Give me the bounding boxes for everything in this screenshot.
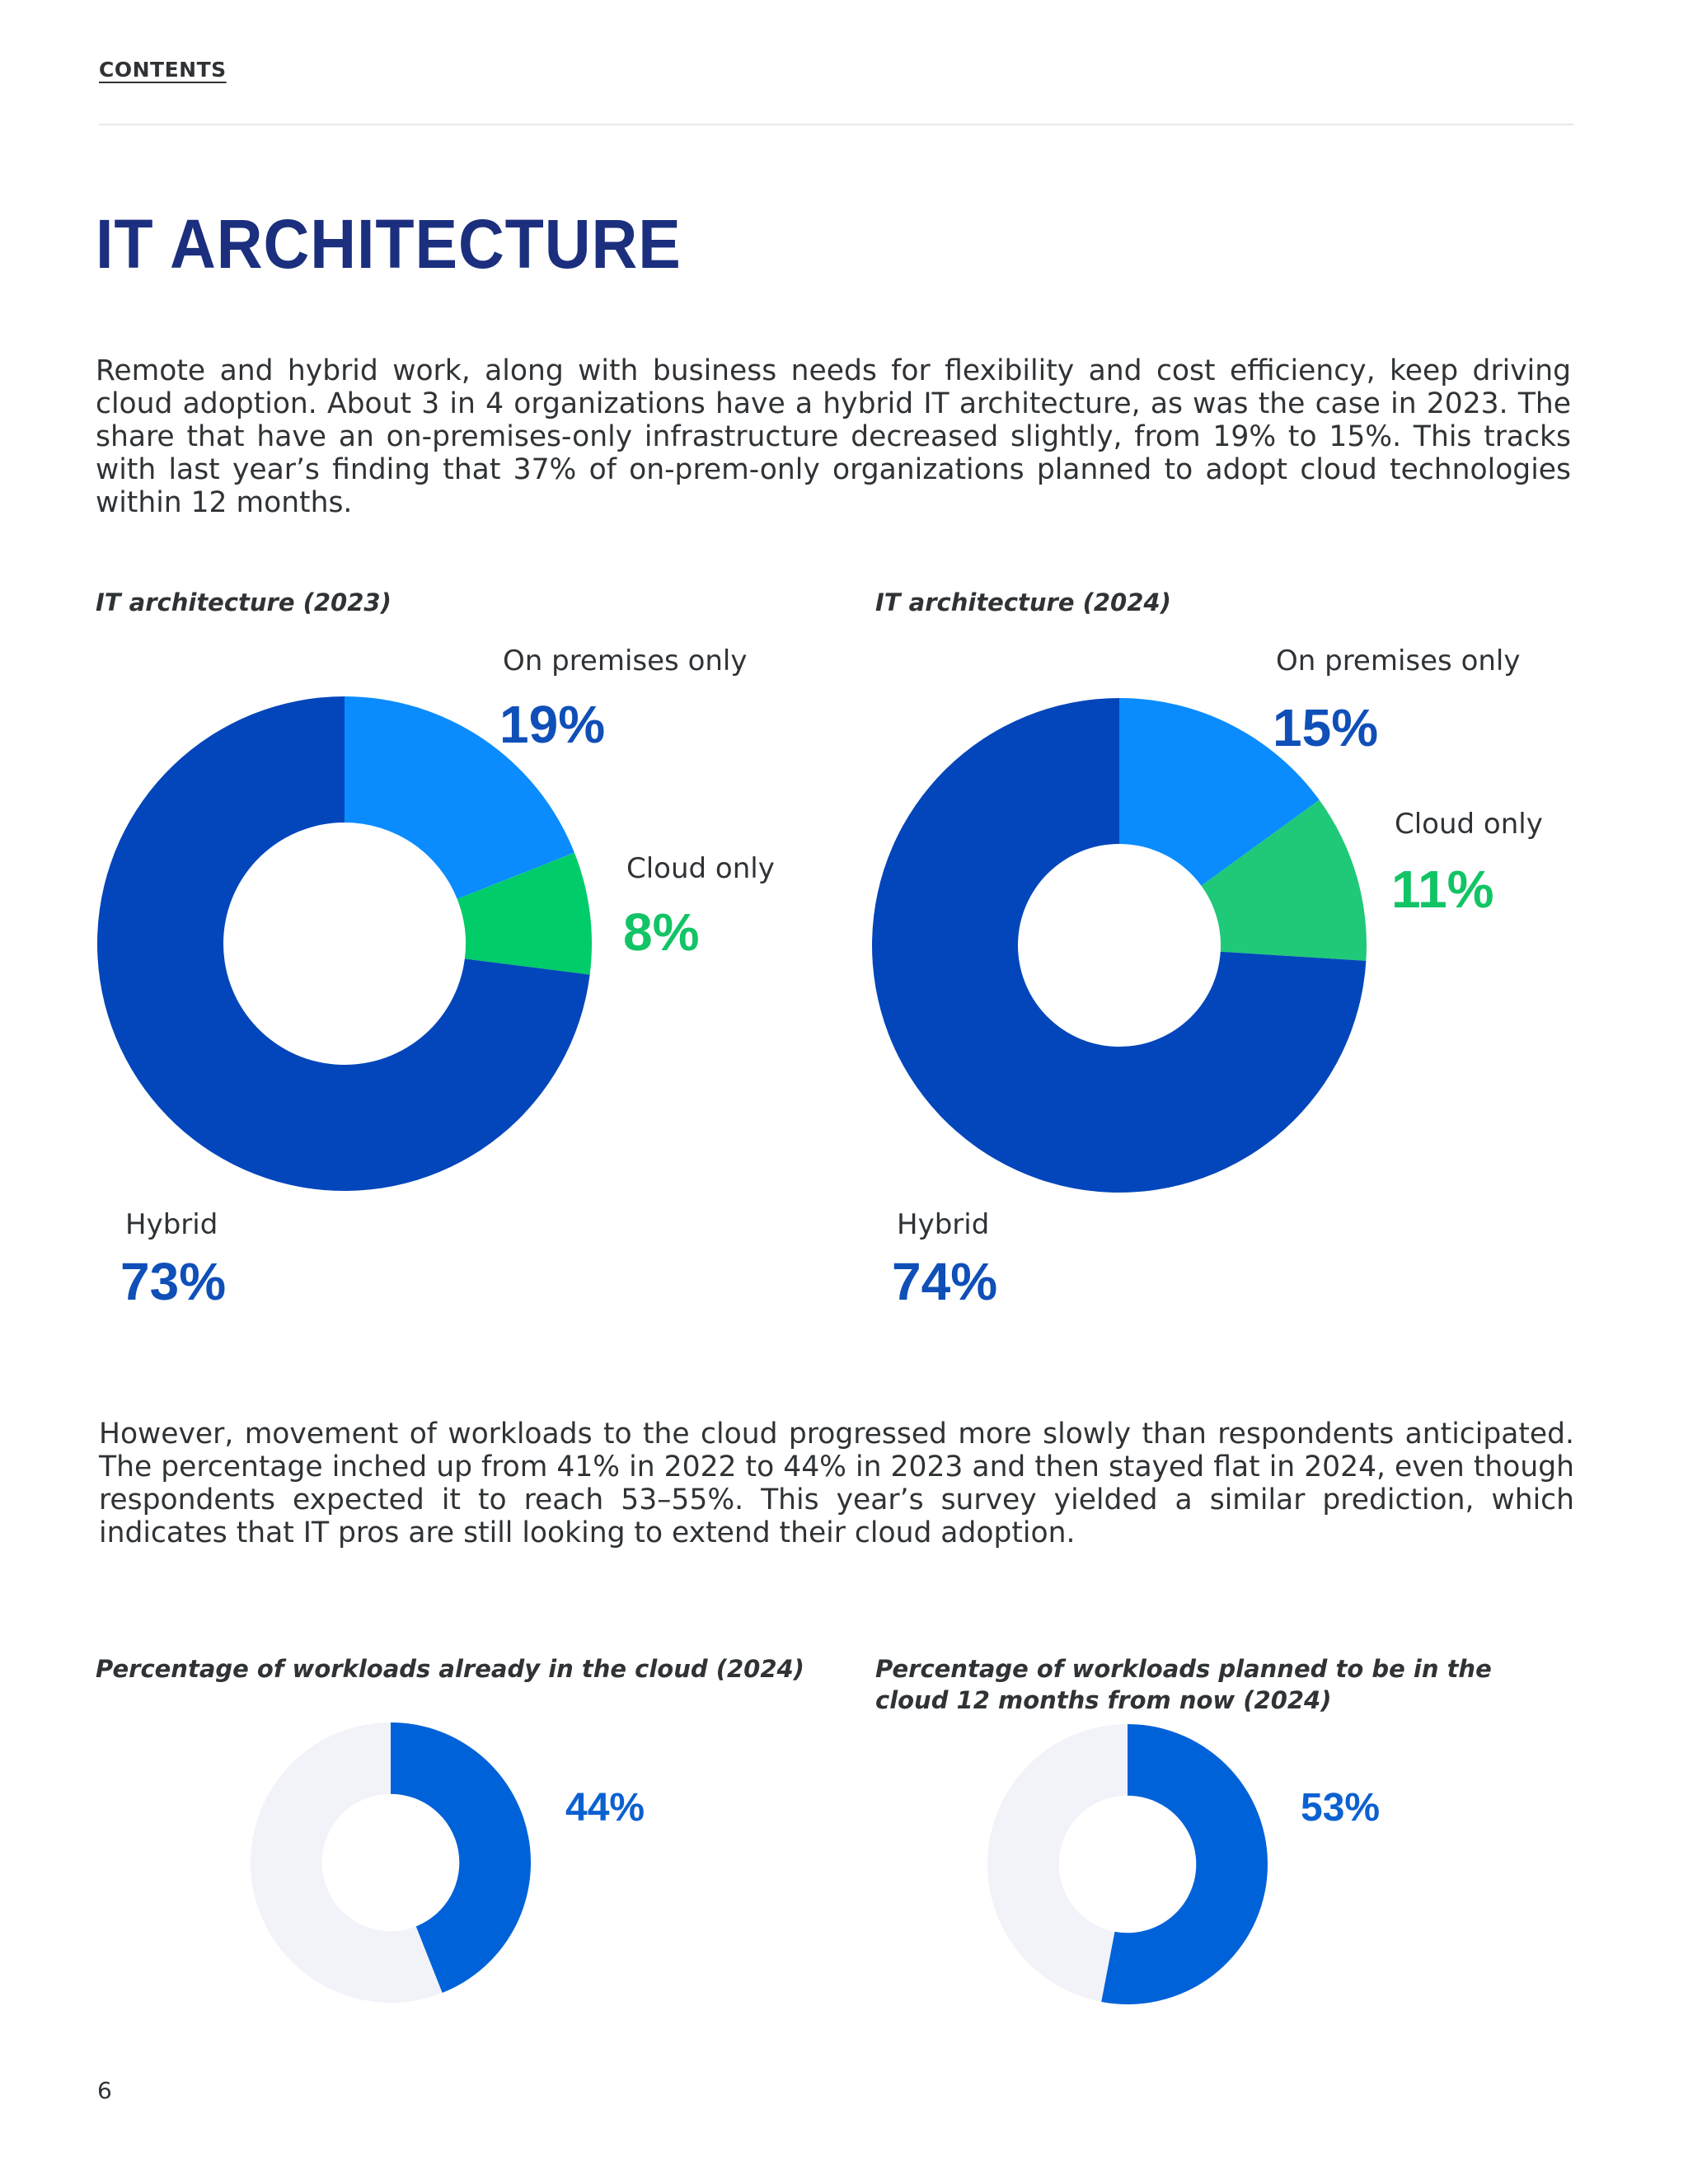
page-title: IT ARCHITECTURE [96,205,682,283]
donut-chart-workloads-current [251,1722,531,2003]
chart-title-workloads-current: Percentage of workloads already in the c… [96,1655,804,1683]
value-on-premises-2024: 15% [1273,698,1379,757]
label-on-premises-2023: On premises only [503,644,748,677]
value-on-premises-2023: 19% [499,695,606,754]
value-cloud-only-2023: 8% [623,902,700,962]
chart-title-2023: IT architecture (2023) [96,588,392,616]
slice-cloud-only-2023 [457,852,592,975]
donut-chart-workloads-planned [987,1724,1268,2004]
value-hybrid-2023: 73% [120,1252,227,1311]
chart-title-2024: IT architecture (2024) [875,588,1171,616]
value-workloads-planned: 53% [1301,1786,1381,1830]
slice-hybrid-2023 [96,696,590,1191]
value-hybrid-2024: 74% [892,1252,998,1311]
intro-paragraph: Remote and hybrid work, along with busin… [96,354,1571,519]
slice-on-premises-2024 [1119,698,1320,886]
donut-chart-2023 [96,696,592,1191]
chart-title-workloads-planned: Percentage of workloads planned to be in… [875,1655,1492,1714]
label-cloud-only-2023: Cloud only [626,852,775,885]
slice-workloads-remaining [251,1722,443,2003]
value-cloud-only-2024: 11% [1391,860,1494,919]
page-number: 6 [97,2077,112,2104]
label-hybrid-2024: Hybrid [897,1208,990,1241]
slice-cloud-only-2024 [1201,799,1367,961]
slice-on-premises-2023 [345,696,574,899]
label-cloud-only-2024: Cloud only [1395,808,1543,841]
slice-hybrid-2024 [872,698,1367,1193]
label-hybrid-2023: Hybrid [125,1208,218,1241]
value-workloads-current: 44% [565,1786,645,1830]
header-divider [99,124,1574,125]
slice-workloads-in-cloud [391,1722,531,1994]
label-on-premises-2024: On premises only [1276,644,1521,677]
contents-link[interactable]: CONTENTS [99,58,227,82]
donut-chart-2024 [872,698,1367,1193]
slice-workloads-planned-remaining [987,1724,1128,2002]
slice-workloads-planned [1101,1724,1268,2004]
second-paragraph: However, movement of workloads to the cl… [99,1418,1574,1549]
